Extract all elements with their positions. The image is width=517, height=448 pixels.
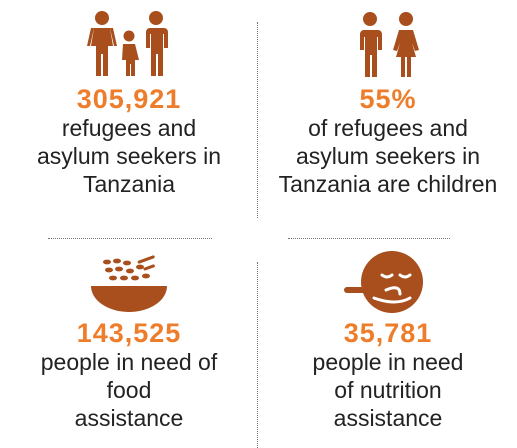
stat-value: 55%: [359, 84, 417, 114]
horizontal-divider-left: [48, 238, 212, 239]
stat-value: 35,781: [343, 318, 433, 348]
stat-description: refugees and asylum seekers in Tanzania: [36, 115, 222, 197]
stat-description: people in need of nutrition assistance: [312, 349, 464, 431]
children-icon: [360, 12, 419, 77]
vertical-divider-top: [257, 22, 258, 218]
stat-value: 305,921: [76, 84, 182, 114]
stat-description: people in need of food assistance: [40, 349, 218, 431]
stat-description: of refugees and asylum seekers in Tanzan…: [278, 115, 498, 197]
stat-children-share: 55% of refugees and asylum seekers in Ta…: [259, 0, 517, 198]
family-icon: [87, 11, 168, 76]
vertical-divider-bottom: [257, 262, 258, 448]
horizontal-divider-right: [288, 238, 450, 239]
stat-food-assistance: 143,525 people in need of food assistanc…: [0, 246, 258, 432]
food-bowl-icon: [91, 255, 167, 312]
stat-nutrition-assistance: 35,781 people in need of nutrition assis…: [259, 246, 517, 432]
stat-refugees-total: 305,921 refugees and asylum seekers in T…: [0, 0, 258, 198]
stat-value: 143,525: [76, 318, 182, 348]
baby-feeding-icon: [344, 251, 423, 313]
